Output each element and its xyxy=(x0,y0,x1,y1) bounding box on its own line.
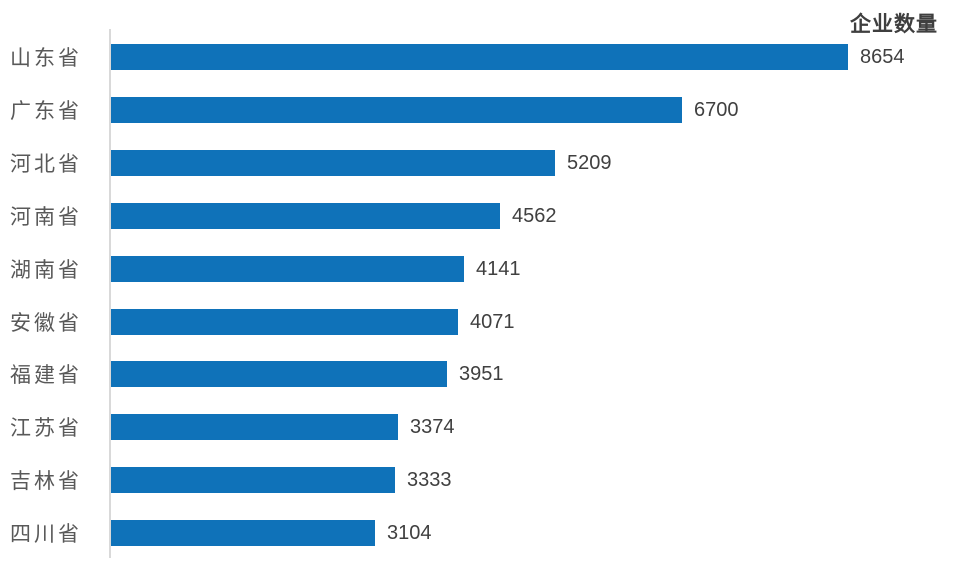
value-label: 4562 xyxy=(512,204,557,227)
bar xyxy=(111,414,398,440)
value-label: 3951 xyxy=(459,362,504,385)
value-label: 3104 xyxy=(387,521,432,544)
category-label: 湖南省 xyxy=(10,258,82,282)
value-label: 6700 xyxy=(694,98,739,121)
bar xyxy=(111,256,464,282)
bar-row: 湖南省 4141 xyxy=(0,256,959,282)
bar-row: 四川省 3104 xyxy=(0,520,959,546)
category-label: 江苏省 xyxy=(10,416,82,440)
category-label: 安徽省 xyxy=(10,311,82,335)
category-label: 河南省 xyxy=(10,205,82,229)
value-label: 4071 xyxy=(470,310,515,333)
value-label: 3333 xyxy=(407,468,452,491)
bar-row: 安徽省 4071 xyxy=(0,309,959,335)
bar xyxy=(111,361,447,387)
value-label: 8654 xyxy=(860,45,905,68)
bar xyxy=(111,150,555,176)
value-label: 5209 xyxy=(567,151,612,174)
bar xyxy=(111,203,500,229)
bar-row: 江苏省 3374 xyxy=(0,414,959,440)
category-label: 山东省 xyxy=(10,46,82,70)
bar-row: 福建省 3951 xyxy=(0,361,959,387)
bar xyxy=(111,97,682,123)
bar xyxy=(111,467,395,493)
bar-row: 山东省 8654 xyxy=(0,44,959,70)
y-axis-line xyxy=(109,29,111,558)
chart-title: 企业数量 xyxy=(850,13,938,36)
bar-row: 吉林省 3333 xyxy=(0,467,959,493)
category-label: 吉林省 xyxy=(10,469,82,493)
value-label: 3374 xyxy=(410,415,455,438)
category-label: 四川省 xyxy=(10,522,82,546)
bar xyxy=(111,520,375,546)
category-label: 福建省 xyxy=(10,363,82,387)
value-label: 4141 xyxy=(476,257,521,280)
bar xyxy=(111,44,848,70)
bar-row: 广东省 6700 xyxy=(0,97,959,123)
bar xyxy=(111,309,458,335)
bar-row: 河南省 4562 xyxy=(0,203,959,229)
category-label: 广东省 xyxy=(10,99,82,123)
category-label: 河北省 xyxy=(10,152,82,176)
bar-row: 河北省 5209 xyxy=(0,150,959,176)
